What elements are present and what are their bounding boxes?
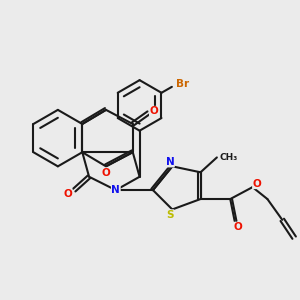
Text: N: N bbox=[166, 157, 174, 167]
Text: N: N bbox=[111, 185, 120, 195]
Text: O: O bbox=[233, 222, 242, 232]
Text: O: O bbox=[149, 106, 158, 116]
Text: O: O bbox=[101, 168, 110, 178]
Text: O: O bbox=[63, 189, 72, 199]
Text: CH₃: CH₃ bbox=[220, 153, 238, 162]
Text: S: S bbox=[166, 210, 174, 220]
Text: O: O bbox=[253, 178, 261, 189]
Text: Br: Br bbox=[176, 80, 189, 89]
